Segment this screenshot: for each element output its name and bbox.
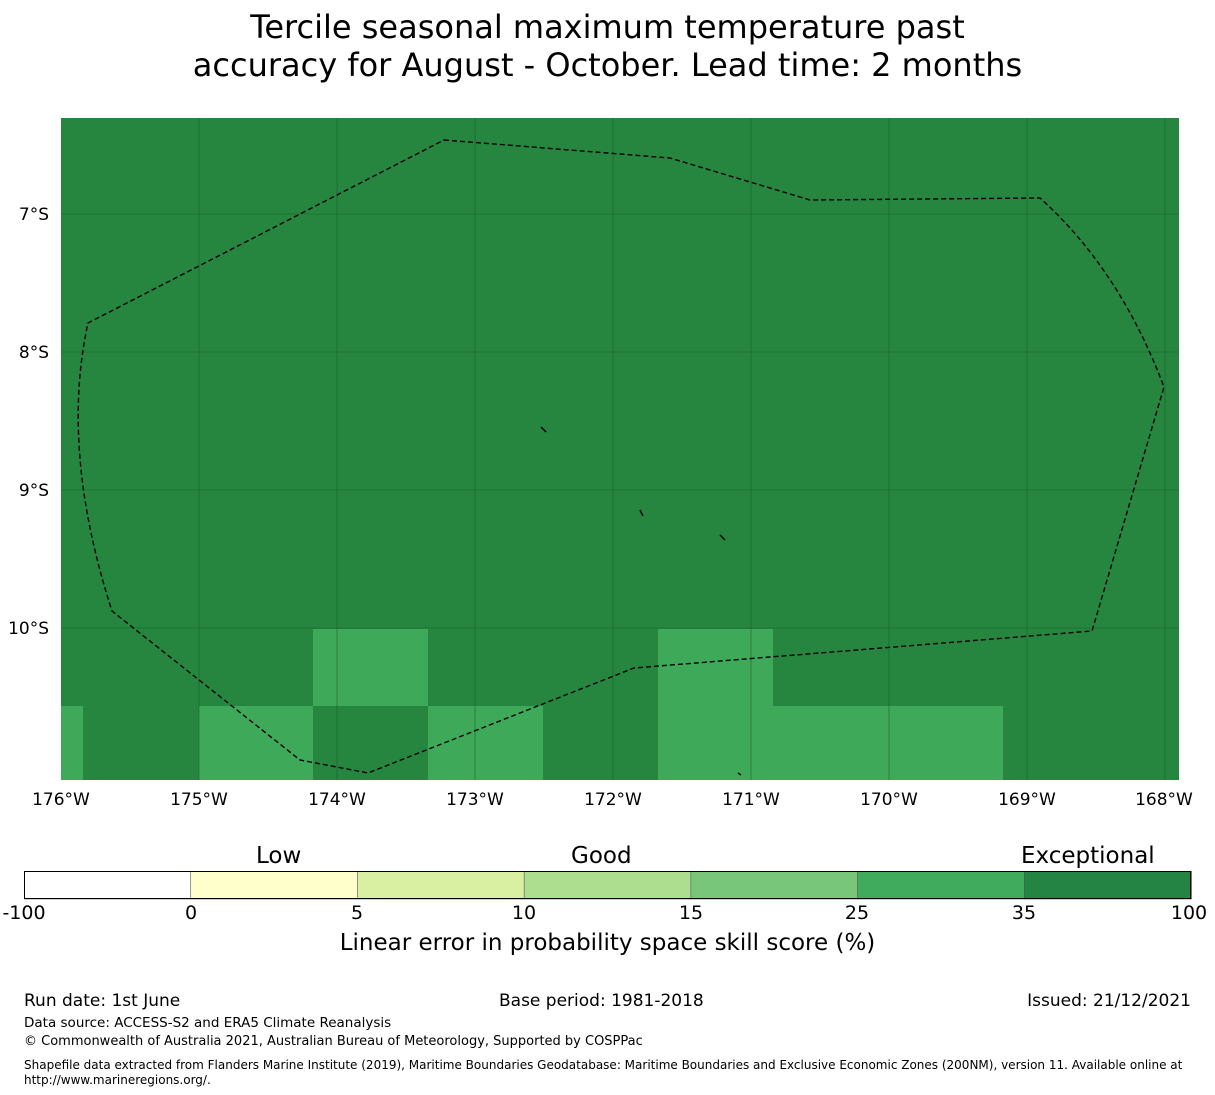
colorbar-bin — [857, 871, 1026, 900]
colorbar-bin — [24, 871, 192, 900]
islands — [540, 426, 742, 776]
colorbar-label-exceptional: Exceptional — [1021, 843, 1155, 869]
colorbar-title: Linear error in probability space skill … — [339, 930, 876, 956]
lon-tick-labels: 176°W 175°W 174°W 173°W 172°W 171°W 170°… — [32, 790, 1193, 810]
map-background — [61, 118, 1179, 780]
colorbar-label-good: Good — [571, 843, 632, 869]
map-cell — [658, 706, 1003, 780]
colorbar-tick: 5 — [350, 902, 364, 924]
lon-tick-label: 173°W — [446, 790, 504, 810]
lat-tick-label: 7°S — [19, 205, 49, 225]
colorbar-tick: 25 — [844, 902, 870, 924]
lon-tick-label: 175°W — [170, 790, 228, 810]
lon-tick-label: 168°W — [1135, 790, 1193, 810]
eez-boundary — [77, 139, 1165, 774]
colorbar-tick: 0 — [184, 902, 198, 924]
chart-title: Tercile seasonal maximum temperature pas… — [0, 8, 1215, 84]
map-cell — [199, 706, 313, 780]
issued-date: Issued: 21/12/2021 — [1027, 991, 1191, 1011]
island — [719, 534, 726, 541]
island — [540, 426, 547, 433]
data-source: Data source: ACCESS-S2 and ERA5 Climate … — [24, 1015, 392, 1031]
lon-tick-label: 176°W — [32, 790, 90, 810]
colorbar — [24, 871, 1192, 900]
lon-tick-label: 170°W — [860, 790, 918, 810]
colorbar-bin — [523, 871, 692, 900]
colorbar-tick: 35 — [1011, 902, 1037, 924]
shapefile-credit-1: Shapefile data extracted from Flanders M… — [24, 1058, 1183, 1072]
shapefile-credit-2: http://www.marineregions.org/. — [24, 1073, 211, 1087]
lat-tick-label: 10°S — [8, 619, 49, 639]
lon-tick-label: 172°W — [584, 790, 642, 810]
map-cell — [313, 629, 428, 706]
island — [639, 509, 644, 517]
colorbar-tick: -100 — [2, 902, 46, 924]
map-cell — [658, 629, 773, 706]
lat-tick-labels: 7°S 8°S 9°S 10°S — [8, 205, 49, 639]
colorbar-bin — [357, 871, 525, 900]
lon-tick-label: 171°W — [722, 790, 780, 810]
lon-tick-label: 174°W — [308, 790, 366, 810]
map-cell — [61, 706, 83, 780]
colorbar-bins — [24, 871, 1192, 900]
lat-tick-label: 8°S — [19, 343, 49, 363]
colorbar-bin — [690, 871, 859, 900]
colorbar-tick: 10 — [511, 902, 537, 924]
gridlines — [61, 118, 1179, 780]
map-cell — [428, 706, 543, 780]
colorbar-bin — [190, 871, 359, 900]
lon-tick-label: 169°W — [998, 790, 1056, 810]
run-date: Run date: 1st June — [24, 991, 181, 1011]
title-line-1: Tercile seasonal maximum temperature pas… — [250, 8, 965, 46]
copyright: © Commonwealth of Australia 2021, Austra… — [24, 1034, 643, 1049]
map-cells-light — [61, 629, 1003, 780]
colorbar-label-low: Low — [256, 843, 302, 869]
colorbar-bin — [1023, 871, 1192, 900]
island — [737, 772, 742, 776]
title-line-2: accuracy for August - October. Lead time… — [192, 46, 1023, 84]
skill-map: 176°W 175°W 174°W 173°W 172°W 171°W 170°… — [8, 118, 1193, 810]
colorbar-tick: 100 — [1170, 902, 1208, 924]
lat-tick-label: 9°S — [19, 481, 49, 501]
colorbar-frame — [24, 871, 1191, 899]
colorbar-tick: 15 — [678, 902, 704, 924]
base-period: Base period: 1981-2018 — [499, 991, 704, 1011]
